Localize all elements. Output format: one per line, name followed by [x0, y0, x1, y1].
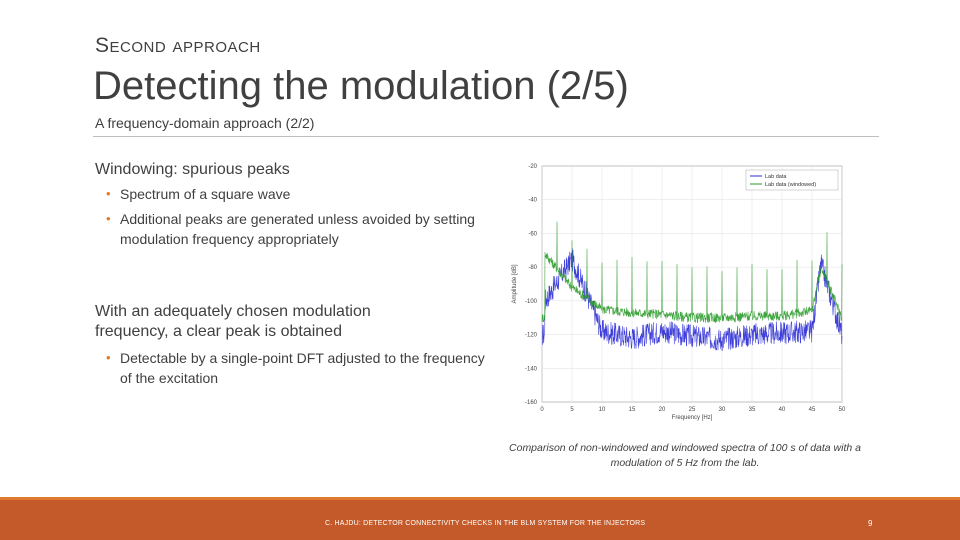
y-tick-label: -80 [528, 265, 537, 271]
bullet-text: Additional peaks are generated unless av… [120, 211, 475, 247]
footer-bar: C. HAJDU: DETECTOR CONNECTIVITY CHECKS I… [0, 497, 960, 540]
x-tick-label: 30 [719, 407, 726, 413]
bullet-dot-icon: • [106, 186, 111, 201]
x-tick-label: 5 [570, 407, 574, 413]
y-tick-label: -20 [528, 164, 537, 170]
y-tick-label: -140 [525, 366, 538, 372]
slide-subtitle: A frequency-domain approach (2/2) [95, 115, 315, 131]
bullet-item: • Additional peaks are generated unless … [95, 209, 495, 249]
bullet-text: Detectable by a single-point DFT adjuste… [120, 350, 485, 386]
bullet-text: Spectrum of a square wave [120, 186, 291, 202]
y-tick-label: -100 [525, 299, 538, 305]
y-tick-label: -60 [528, 231, 537, 237]
bullet-item: • Spectrum of a square wave [95, 184, 495, 204]
series-line [541, 221, 843, 324]
slide-title: Detecting the modulation (2/5) [93, 64, 629, 108]
x-tick-label: 45 [809, 407, 816, 413]
y-tick-label: -40 [528, 198, 537, 204]
legend-label: Lab data (windowed) [765, 182, 816, 188]
block-heading: Windowing: spurious peaks [95, 161, 290, 178]
series-line [541, 247, 843, 352]
x-tick-label: 50 [839, 407, 846, 413]
figure-caption: Comparison of non-windowed and windowed … [509, 442, 861, 469]
x-tick-label: 40 [779, 407, 786, 413]
y-axis-label: Amplitude [dB] [512, 264, 518, 303]
x-tick-label: 25 [689, 407, 696, 413]
y-tick-label: -160 [525, 400, 538, 406]
footer-text: C. HAJDU: DETECTOR CONNECTIVITY CHECKS I… [325, 520, 646, 527]
legend-box [745, 169, 839, 191]
bullet-item: • Detectable by a single-point DFT adjus… [95, 348, 490, 388]
bullet-dot-icon: • [106, 350, 111, 365]
spectrum-chart: 0 5 10 15 20 25 30 35 40 45 50 -20 -40 -60 -80 -100 -120… [496, 158, 854, 428]
title-divider [93, 136, 879, 137]
section-label: Second approach [95, 34, 261, 57]
bullet-dot-icon: • [106, 211, 111, 226]
legend-label: Lab data [765, 174, 787, 180]
text-block-chosen-frequency: With an adequately chosen modulation fre… [95, 302, 485, 388]
x-axis-label: Frequency [Hz] [672, 415, 713, 421]
page-number: 9 [868, 519, 873, 528]
x-tick-label: 20 [659, 407, 666, 413]
block-heading: With an adequately chosen modulation fre… [95, 303, 371, 340]
x-tick-label: 35 [749, 407, 756, 413]
text-block-windowing: Windowing: spurious peaks • Spectrum of … [95, 160, 495, 249]
x-tick-label: 10 [599, 407, 606, 413]
x-tick-label: 0 [540, 407, 544, 413]
y-tick-label: -120 [525, 333, 538, 339]
spectrum-chart-svg: 0 5 10 15 20 25 30 35 40 45 50 -20 -40 -60 -80 -100 -120… [512, 164, 846, 421]
x-tick-label: 15 [629, 407, 636, 413]
